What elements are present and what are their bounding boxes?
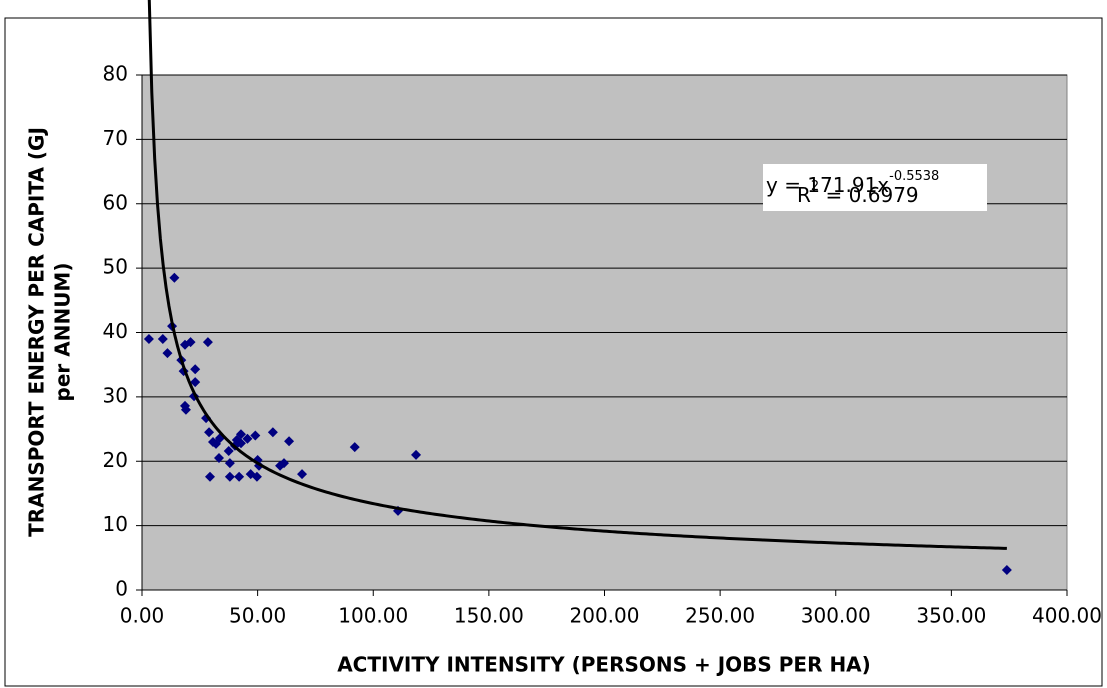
point bbox=[297, 469, 308, 480]
y-tick-label: 30 bbox=[103, 383, 128, 407]
point bbox=[242, 433, 253, 444]
y-tick-label: 70 bbox=[103, 126, 128, 150]
y-tick-label: 50 bbox=[103, 255, 128, 279]
point bbox=[143, 333, 154, 344]
r2-symbol: R bbox=[797, 183, 811, 207]
y-tick-label: 10 bbox=[103, 512, 128, 536]
point bbox=[1001, 565, 1012, 576]
r2-power: 2 bbox=[811, 179, 819, 194]
point bbox=[224, 458, 235, 469]
y-axis-label: per ANNUM) bbox=[51, 263, 75, 402]
trend-r2: R2 = 0.6979 bbox=[797, 179, 919, 207]
trend-legend: y = 171.91x-0.5538 R2 = 0.6979 bbox=[763, 164, 987, 211]
r2-value: = 0.6979 bbox=[819, 183, 918, 207]
point bbox=[185, 337, 196, 348]
x-tick-label: 300.00 bbox=[801, 604, 871, 628]
point bbox=[157, 333, 168, 344]
equation: y = 171.91x bbox=[766, 173, 889, 197]
point bbox=[190, 377, 201, 388]
point bbox=[169, 272, 180, 283]
y-tick-label: 80 bbox=[103, 62, 128, 86]
point bbox=[250, 430, 261, 441]
point bbox=[411, 449, 422, 460]
point bbox=[251, 471, 262, 482]
x-axis-label: ACTIVITY INTENSITY (PERSONS + JOBS PER H… bbox=[337, 653, 871, 677]
point bbox=[278, 458, 289, 469]
x-tick-label: 200.00 bbox=[570, 604, 640, 628]
x-tick-label: 50.00 bbox=[229, 604, 286, 628]
x-tick-label: 100.00 bbox=[338, 604, 408, 628]
point bbox=[284, 436, 295, 447]
x-tick-label: 150.00 bbox=[454, 604, 524, 628]
point bbox=[204, 427, 215, 438]
point bbox=[214, 453, 225, 464]
trend-equation: y = 171.91x-0.5538 bbox=[766, 169, 939, 197]
legend-box bbox=[763, 164, 987, 211]
point bbox=[190, 364, 201, 375]
point bbox=[162, 348, 173, 359]
exponent: -0.5538 bbox=[889, 169, 939, 184]
point bbox=[224, 471, 235, 482]
x-tick-label: 350.00 bbox=[916, 604, 986, 628]
point bbox=[204, 471, 215, 482]
point bbox=[180, 404, 191, 415]
point bbox=[234, 471, 245, 482]
x-tick-label: 400.00 bbox=[1032, 604, 1102, 628]
point bbox=[202, 337, 213, 348]
point bbox=[349, 442, 360, 453]
point bbox=[267, 427, 278, 438]
trendline bbox=[147, 0, 1007, 550]
y-tick-label: 0 bbox=[115, 577, 128, 601]
point bbox=[223, 445, 234, 456]
plot: 0 10 20 30 40 50 60 70 80 0.00 50.00 100.00 150.00 20… bbox=[103, 0, 1102, 628]
y-axis-label: TRANSPORT ENERGY PER CAPITA (GJ bbox=[25, 127, 49, 537]
y-tick-label: 20 bbox=[103, 448, 128, 472]
x-tick-label: 250.00 bbox=[685, 604, 755, 628]
y-tick-label: 60 bbox=[103, 190, 128, 214]
y-tick-label: 40 bbox=[103, 319, 128, 343]
point bbox=[235, 438, 246, 449]
x-tick-label: 0.00 bbox=[120, 604, 165, 628]
point bbox=[235, 429, 246, 440]
